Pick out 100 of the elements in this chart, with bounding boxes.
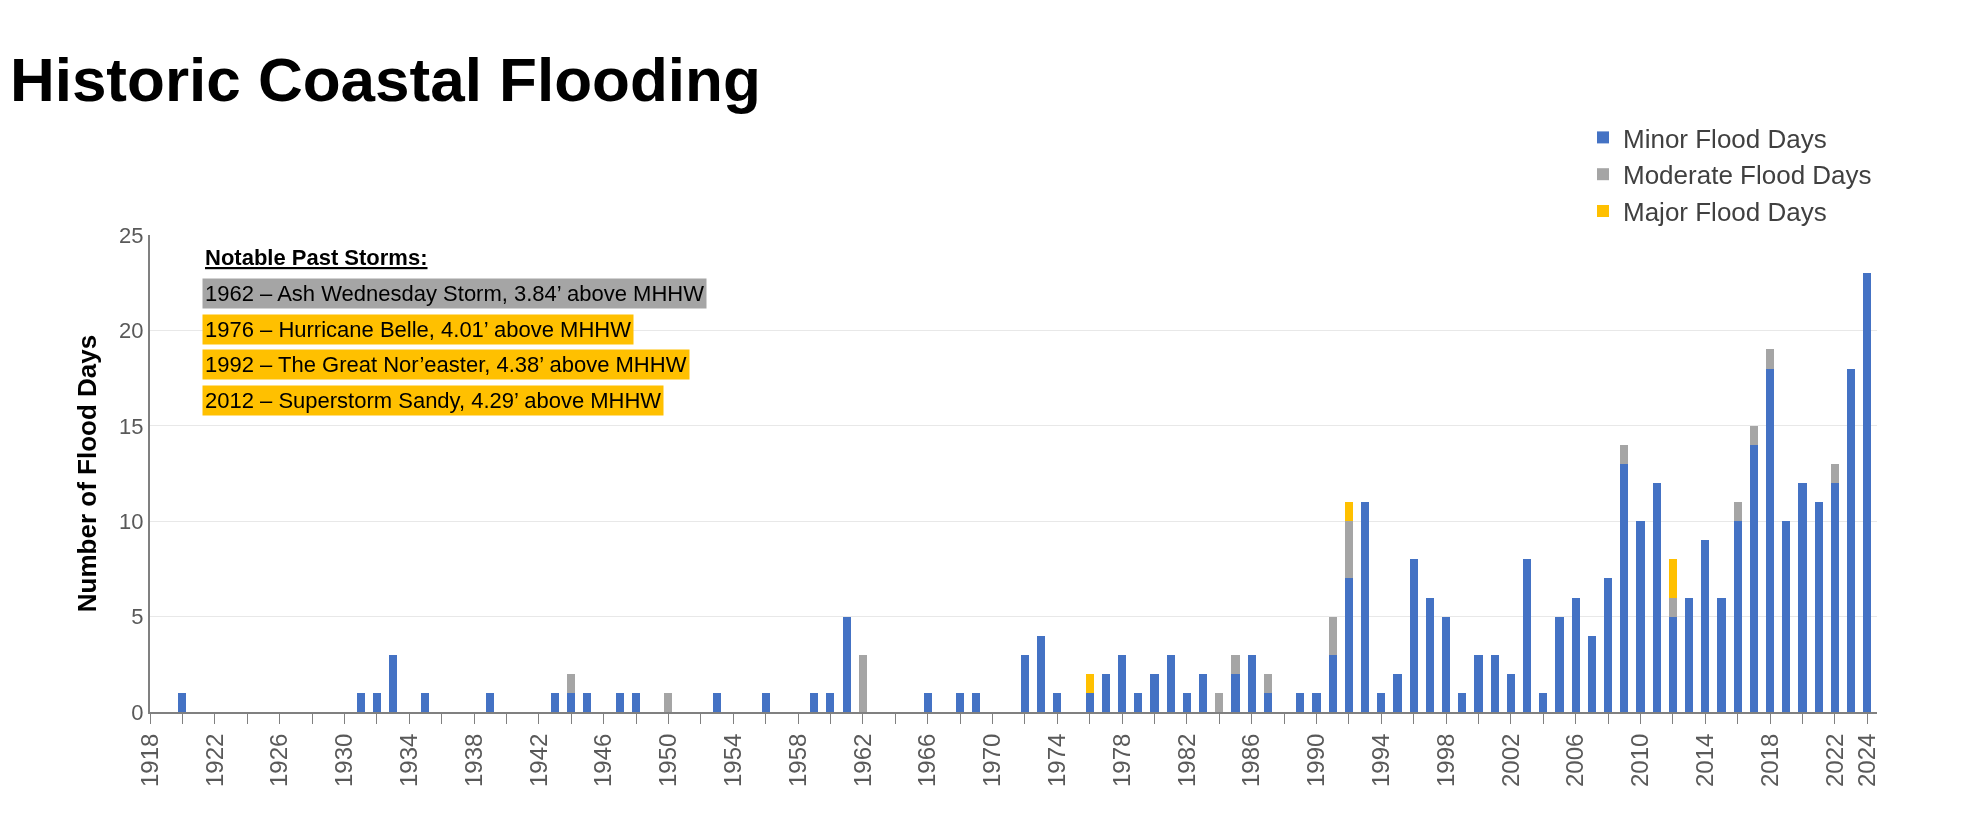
bar: [550, 692, 560, 712]
bar: [1344, 578, 1353, 712]
bar: [1506, 673, 1515, 712]
bar: [1474, 654, 1483, 712]
bar: [1782, 521, 1791, 712]
bar: [631, 692, 641, 712]
y-axis-title: Number of Flood Days: [72, 334, 103, 613]
bar: [1263, 673, 1272, 693]
bar: [583, 692, 592, 712]
bar: [810, 692, 819, 712]
bar: [1263, 692, 1272, 712]
bar: [1668, 616, 1677, 712]
bar: [1620, 463, 1629, 712]
annotation: Notable Past Storms:: [205, 245, 428, 270]
bar: [1020, 654, 1029, 712]
bar: [1685, 597, 1694, 712]
bar: [761, 692, 770, 712]
bar: [858, 654, 867, 712]
y-tick-label: 0: [131, 699, 144, 725]
legend-label: Minor Flood Days: [1623, 123, 1827, 154]
bar: [1296, 692, 1305, 712]
bar: [1847, 368, 1856, 712]
bar: [1830, 483, 1839, 712]
bar: [664, 692, 673, 712]
y-tick-label: 5: [131, 604, 144, 630]
bar: [826, 692, 835, 712]
bar: [712, 692, 722, 712]
bar: [1766, 349, 1775, 369]
bar: [1425, 597, 1434, 712]
x-tick-label: 2002: [1496, 733, 1524, 787]
bar: [1344, 502, 1353, 522]
chart-title: Historic Coastal Flooding: [9, 44, 761, 114]
bar: [1328, 616, 1337, 655]
bar: [567, 692, 576, 712]
bar: [1085, 673, 1094, 693]
bar: [372, 692, 381, 712]
bar: [1571, 597, 1580, 712]
x-tick-label: 1958: [783, 733, 811, 787]
bar: [1668, 559, 1677, 598]
bar: [1830, 463, 1839, 484]
bar: [1490, 654, 1499, 712]
bar: [1555, 616, 1564, 712]
x-tick-label: 2018: [1755, 733, 1783, 787]
x-tick-label: 1946: [589, 733, 617, 787]
bar: [1717, 597, 1726, 712]
x-tick-label: 1938: [459, 733, 487, 787]
legend-label: Major Flood Days: [1623, 197, 1827, 228]
bar: [1199, 673, 1208, 712]
bar: [1312, 692, 1321, 712]
bar: [1393, 673, 1402, 712]
bar: [1247, 654, 1256, 712]
x-tick-label: 1966: [913, 733, 941, 787]
x-tick-label: 1990: [1302, 733, 1330, 787]
bar: [1085, 692, 1094, 712]
bar: [1231, 673, 1240, 712]
x-tick-label: 1982: [1172, 733, 1200, 787]
x-tick-label: 2010: [1626, 733, 1654, 787]
x-tick-label: 1978: [1107, 733, 1135, 787]
bar: [1182, 692, 1191, 712]
x-tick-label: 1926: [265, 733, 293, 787]
bar: [1863, 273, 1872, 712]
bar: [1798, 483, 1807, 712]
bar: [1766, 368, 1775, 712]
x-tick-label: 1986: [1237, 733, 1265, 787]
bar: [1701, 540, 1710, 712]
bar: [1458, 692, 1467, 712]
bar: [1733, 521, 1742, 712]
bar: [486, 692, 495, 712]
bar: [1101, 673, 1110, 712]
x-tick-label: 1922: [200, 733, 228, 787]
bar: [1604, 578, 1613, 712]
bar: [1523, 559, 1532, 712]
bar: [178, 692, 187, 712]
y-tick-label: 25: [119, 222, 144, 248]
x-tick-label: 1962: [848, 733, 876, 787]
bar: [972, 692, 981, 712]
bar: [388, 654, 398, 712]
x-tick-label: 1998: [1431, 733, 1459, 787]
bar: [1215, 692, 1224, 712]
bar: [1620, 444, 1629, 464]
bar: [1652, 483, 1661, 712]
x-tick-label: 1970: [978, 733, 1006, 787]
bar: [1344, 521, 1353, 579]
x-tick-label: 1934: [395, 733, 423, 787]
bar: [1150, 673, 1159, 712]
x-tick-label: 1950: [654, 733, 682, 787]
bar: [1377, 692, 1386, 712]
annotation: 1992 – The Great Nor’easter, 4.38’ above MHHW: [205, 352, 687, 377]
bar: [615, 692, 624, 712]
x-tick-label: 1942: [524, 733, 552, 787]
bar: [842, 616, 851, 712]
x-tick-label: 2014: [1691, 733, 1719, 787]
bar: [1409, 559, 1418, 712]
bar: [923, 692, 932, 712]
annotation: 1976 – Hurricane Belle, 4.01’ above MHHW: [205, 317, 632, 342]
bar: [356, 692, 365, 712]
bar: [1117, 654, 1127, 712]
y-tick-label: 20: [119, 318, 144, 344]
y-tick-label: 15: [119, 413, 144, 439]
x-tick-label: 1930: [330, 733, 358, 787]
